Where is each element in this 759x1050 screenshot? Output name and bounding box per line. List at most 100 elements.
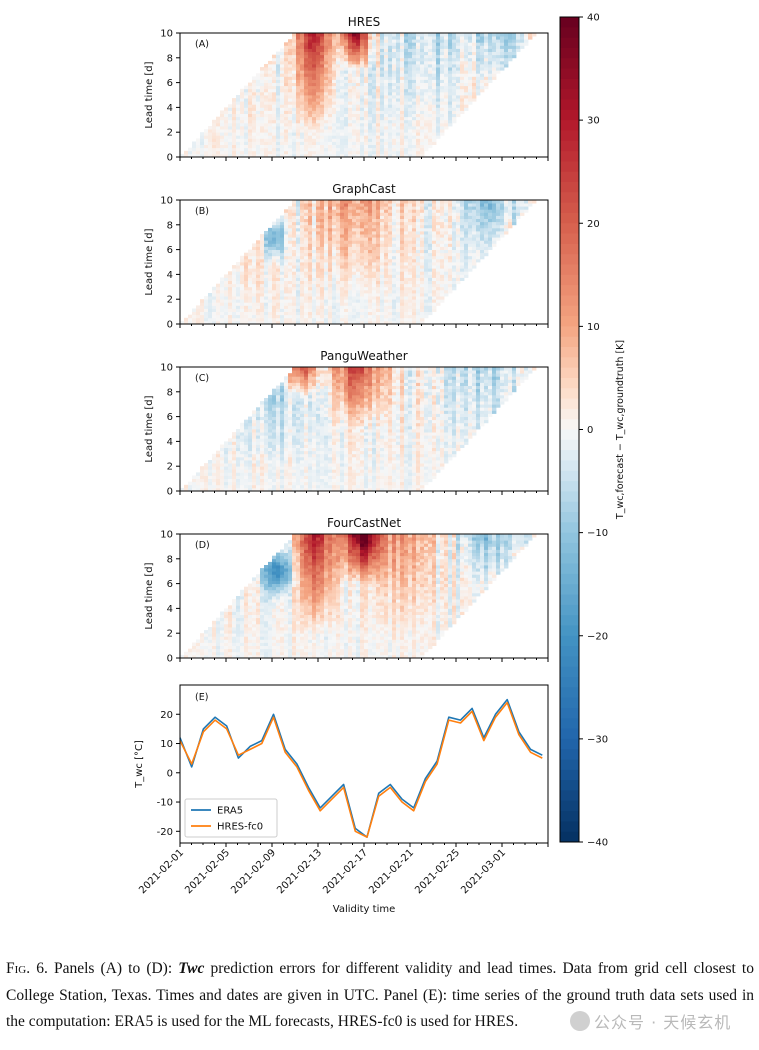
colorbar-segment bbox=[560, 171, 579, 183]
colorbar-segment bbox=[560, 326, 579, 338]
watermark: 公众号 · 天候玄机 bbox=[570, 1009, 731, 1033]
panel-title: PanguWeather bbox=[320, 349, 407, 363]
y-tick-label: 8 bbox=[167, 554, 173, 565]
watermark-text: 公众号 · 天候玄机 bbox=[594, 1013, 732, 1032]
colorbar-segment bbox=[560, 697, 579, 709]
colorbar-segment bbox=[560, 646, 579, 657]
colorbar-segment bbox=[560, 140, 579, 152]
colorbar-segment bbox=[560, 635, 579, 647]
x-axis-label: Validity time bbox=[333, 904, 396, 915]
panel-title: FourCastNet bbox=[327, 516, 401, 530]
colorbar-segment bbox=[560, 367, 579, 379]
caption-text-1: Panels (A) to (D): bbox=[47, 960, 179, 977]
colorbar-segment bbox=[560, 99, 579, 111]
colorbar-label: T_wc,forecast − T_wc,groundtruth [K] bbox=[615, 340, 626, 520]
colorbar-segment bbox=[560, 666, 579, 678]
colorbar-segment bbox=[560, 470, 579, 482]
colorbar-segment bbox=[560, 347, 579, 358]
y-tick-label: -10 bbox=[157, 798, 173, 809]
heatmap-panel-fourcastnet bbox=[180, 534, 537, 659]
colorbar-segment bbox=[560, 47, 579, 59]
panel-tag: (A) bbox=[195, 39, 209, 50]
colorbar-segment bbox=[560, 285, 579, 296]
y-axis-label: Lead time [d] bbox=[144, 61, 155, 128]
colorbar-segment bbox=[560, 625, 579, 637]
x-tick-label: 2021-02-21 bbox=[367, 847, 416, 896]
colorbar-tick-label: −10 bbox=[587, 528, 608, 539]
y-tick-label: 2 bbox=[167, 629, 173, 640]
colorbar-segment bbox=[560, 563, 579, 575]
y-tick-label: -20 bbox=[157, 827, 173, 838]
colorbar-segment bbox=[560, 202, 579, 214]
colorbar-segment bbox=[560, 604, 579, 616]
colorbar-segment bbox=[560, 295, 579, 307]
colorbar-segment bbox=[560, 749, 579, 760]
colorbar-segment bbox=[560, 687, 579, 699]
y-tick-label: 0 bbox=[167, 153, 173, 164]
colorbar-segment bbox=[560, 316, 579, 327]
heatmap-panel-graphcast bbox=[180, 200, 537, 325]
y-tick-label: 2 bbox=[167, 295, 173, 306]
y-tick-label: 6 bbox=[167, 579, 173, 590]
y-tick-label: 8 bbox=[167, 220, 173, 231]
y-tick-label: 0 bbox=[167, 320, 173, 331]
x-tick-label: 2021-03-01 bbox=[459, 847, 508, 896]
y-tick-label: 4 bbox=[167, 103, 173, 114]
colorbar-segment bbox=[560, 759, 579, 771]
colorbar-segment bbox=[560, 336, 579, 348]
colorbar-segment bbox=[560, 460, 579, 472]
y-tick-label: 8 bbox=[167, 53, 173, 64]
y-axis-label: Lead time [d] bbox=[144, 228, 155, 295]
colorbar-segment bbox=[560, 357, 579, 369]
colorbar-segment bbox=[560, 274, 579, 286]
colorbar-segment bbox=[560, 831, 579, 843]
colorbar-tick-label: 0 bbox=[587, 425, 593, 436]
caption-text-2: prediction errors for different validity… bbox=[6, 960, 754, 1030]
colorbar-segment bbox=[560, 439, 579, 451]
x-tick-label: 2021-02-09 bbox=[229, 847, 278, 896]
y-tick-label: 10 bbox=[160, 29, 173, 40]
caption-label: Fig. 6. bbox=[6, 960, 48, 977]
y-tick-label: 4 bbox=[167, 270, 173, 281]
colorbar-segment bbox=[560, 522, 579, 534]
colorbar-segment bbox=[560, 212, 579, 224]
legend-box bbox=[184, 798, 278, 838]
panel-tag: (D) bbox=[195, 540, 210, 551]
colorbar-segment bbox=[560, 243, 579, 255]
x-tick-label: 2021-02-01 bbox=[137, 847, 186, 896]
colorbar-segment bbox=[560, 233, 579, 245]
colorbar-segment bbox=[560, 398, 579, 410]
panel-title: HRES bbox=[348, 15, 381, 29]
colorbar-segment bbox=[560, 17, 579, 28]
colorbar-segment bbox=[560, 130, 579, 142]
colorbar-segment bbox=[560, 429, 579, 441]
y-tick-label: 20 bbox=[160, 710, 173, 721]
figure: 0 2 4 6 8 10 HRES (A) Lead time [d] 0 2 4 6 8 10 GraphC… bbox=[134, 13, 626, 916]
colorbar-segment bbox=[560, 254, 579, 265]
colorbar-segment bbox=[560, 553, 579, 565]
colorbar-tick-label: 30 bbox=[587, 116, 600, 127]
panel-tag-e: (E) bbox=[195, 692, 208, 703]
colorbar-segment bbox=[560, 223, 579, 235]
y-tick-label: 10 bbox=[160, 363, 173, 374]
colorbar-segment bbox=[560, 408, 579, 420]
colorbar-segment bbox=[560, 305, 579, 317]
colorbar-segment bbox=[560, 573, 579, 585]
y-tick-label: 4 bbox=[167, 604, 173, 615]
colorbar-segment bbox=[560, 78, 579, 90]
heatmap-panel-hres bbox=[180, 33, 537, 158]
colorbar-segment bbox=[560, 821, 579, 833]
colorbar-segment bbox=[560, 450, 579, 461]
colorbar-segment bbox=[560, 738, 579, 750]
colorbar-segment bbox=[560, 182, 579, 193]
y-tick-label: 6 bbox=[167, 245, 173, 256]
y-tick-label: 10 bbox=[160, 530, 173, 541]
colorbar-segment bbox=[560, 584, 579, 595]
colorbar-segment bbox=[560, 37, 579, 49]
y-tick-label: 10 bbox=[160, 196, 173, 207]
colorbar-segment bbox=[560, 419, 579, 430]
y-tick-label: 0 bbox=[167, 487, 173, 498]
colorbar-segment bbox=[560, 491, 579, 503]
colorbar-segment bbox=[560, 501, 579, 513]
colorbar-segment bbox=[560, 769, 579, 781]
